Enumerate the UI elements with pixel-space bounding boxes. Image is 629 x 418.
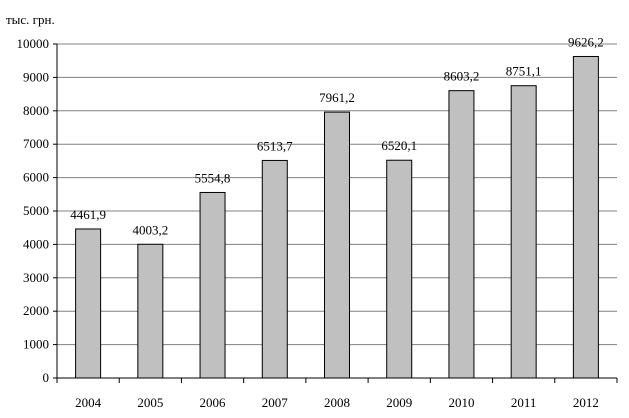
bar [75,228,102,379]
data-label: 6520,1 [381,138,417,153]
bar [572,55,599,379]
axes [53,43,618,383]
bar [386,159,413,379]
bar [324,111,350,379]
labels: 0 1000 2000 3000 4000 5000 6000 7000 8000 9000 100… [17,34,604,410]
y-axis-unit-label: тыс. грн. [6,12,55,27]
data-label: 8751,1 [506,64,542,79]
y-tick-label: 9000 [23,69,49,84]
y-tick-label: 0 [43,370,50,385]
x-tick-label: 2010 [448,395,474,410]
y-tick-label: 2000 [23,303,49,318]
data-label: 9626,2 [568,34,604,49]
y-tick-label: 5000 [23,203,49,218]
y-tick-label: 1000 [23,337,49,352]
y-tick-label: 4000 [23,236,49,251]
x-tick-label: 2012 [573,395,599,410]
bar [199,191,226,379]
x-tick-label: 2004 [75,395,102,410]
x-tick-label: 2005 [137,395,163,410]
y-tick-label: 7000 [23,136,49,151]
bar [448,90,475,379]
data-label: 4003,2 [132,222,168,237]
y-tick-label: 8000 [23,103,49,118]
x-tick-label: 2011 [511,395,537,410]
y-tick-label: 3000 [23,270,49,285]
bar [261,159,288,379]
data-label: 4461,9 [70,207,106,222]
y-tick-label: 10000 [17,36,50,51]
data-label: 5554,8 [195,170,231,185]
x-tick-label: 2007 [262,395,289,410]
bar [510,85,537,379]
x-tick-label: 2008 [324,395,350,410]
data-label: 6513,7 [257,138,293,153]
bar [137,243,164,379]
x-tick-label: 2006 [200,395,227,410]
y-tick-label: 6000 [23,170,49,185]
data-label: 7961,2 [319,90,355,105]
x-tick-label: 2009 [386,395,412,410]
data-label: 8603,2 [444,69,480,84]
